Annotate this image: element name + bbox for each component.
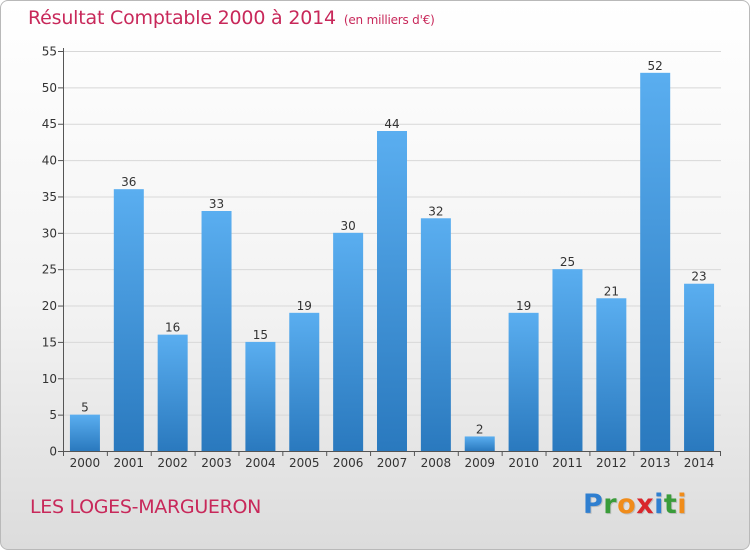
data-label: 23: [691, 270, 706, 284]
x-tick-label: 2004: [245, 456, 276, 470]
data-label: 15: [253, 328, 268, 342]
bar: [640, 72, 671, 452]
logo-letter: i: [677, 489, 688, 520]
bar: [157, 334, 188, 451]
y-tick-label: 45: [42, 117, 57, 131]
bar: [552, 269, 583, 451]
bars: [69, 72, 715, 452]
y-tick-label: 30: [42, 226, 57, 240]
title-text: Résultat Comptable 2000 à 2014: [28, 7, 336, 29]
data-labels: 5 36 16 33 15 19 30 44 32 2 19 25 21 52 23: [81, 59, 707, 437]
logo-letter: i: [654, 489, 664, 520]
bar: [508, 312, 539, 451]
bar: [113, 189, 144, 451]
x-tick-label: 2013: [640, 456, 671, 470]
x-tick-label: 2001: [114, 456, 145, 470]
x-tick-label: 2006: [333, 456, 364, 470]
x-tick-label: 2011: [552, 456, 583, 470]
data-label: 19: [297, 299, 312, 313]
data-label: 5: [81, 401, 89, 415]
bar: [69, 414, 100, 451]
data-label: 30: [340, 219, 355, 233]
x-tick-label: 2010: [508, 456, 539, 470]
y-tick-label: 20: [42, 299, 57, 313]
logo-letter: P: [583, 489, 604, 520]
bar: [245, 341, 276, 451]
unit-note: (en milliers d'€): [343, 13, 435, 27]
data-label: 32: [428, 204, 443, 218]
y-tick-label: 50: [42, 81, 57, 95]
y-tick-label: 40: [42, 154, 57, 168]
logo-letter: r: [603, 489, 618, 520]
data-label: 21: [604, 284, 619, 298]
bar: [201, 211, 232, 451]
data-label: 44: [384, 117, 399, 131]
y-tick-label: 0: [49, 445, 57, 459]
x-tick-label: 2000: [70, 456, 101, 470]
x-tick-label: 2002: [157, 456, 188, 470]
data-label: 16: [165, 321, 180, 335]
data-label: 19: [516, 299, 531, 313]
chart-title: Résultat Comptable 2000 à 2014 (en millie…: [28, 7, 435, 29]
place-name: LES LOGES-MARGUERON: [30, 496, 262, 518]
proxiti-logo: Proxiti: [583, 489, 687, 520]
logo-letter: x: [636, 489, 655, 520]
logo-letter: o: [617, 489, 637, 520]
data-label: 33: [209, 197, 224, 211]
y-tick-label: 25: [42, 263, 57, 277]
bar: [420, 218, 451, 451]
y-tick-label: 10: [42, 372, 57, 386]
x-tick-label: 2014: [684, 456, 715, 470]
y-tick-label: 55: [42, 45, 57, 59]
bar: [596, 298, 627, 451]
y-tick-label: 5: [49, 408, 57, 422]
bar: [289, 312, 320, 451]
data-label: 25: [560, 255, 575, 269]
x-tick-label: 2007: [377, 456, 408, 470]
x-tick-label: 2009: [464, 456, 495, 470]
data-label: 36: [121, 175, 136, 189]
bar: [464, 436, 495, 451]
y-tick-label: 35: [42, 190, 57, 204]
data-label: 2: [476, 422, 484, 436]
bar: [684, 283, 715, 451]
bar: [333, 232, 364, 451]
x-tick-label: 2005: [289, 456, 320, 470]
y-tick-label: 15: [42, 335, 57, 349]
bar: [377, 131, 407, 451]
data-label: 52: [648, 59, 663, 73]
x-tick-label: 2008: [421, 456, 452, 470]
x-tick-label: 2003: [201, 456, 232, 470]
logo-letter: t: [663, 489, 678, 520]
x-tick-label: 2012: [596, 456, 627, 470]
